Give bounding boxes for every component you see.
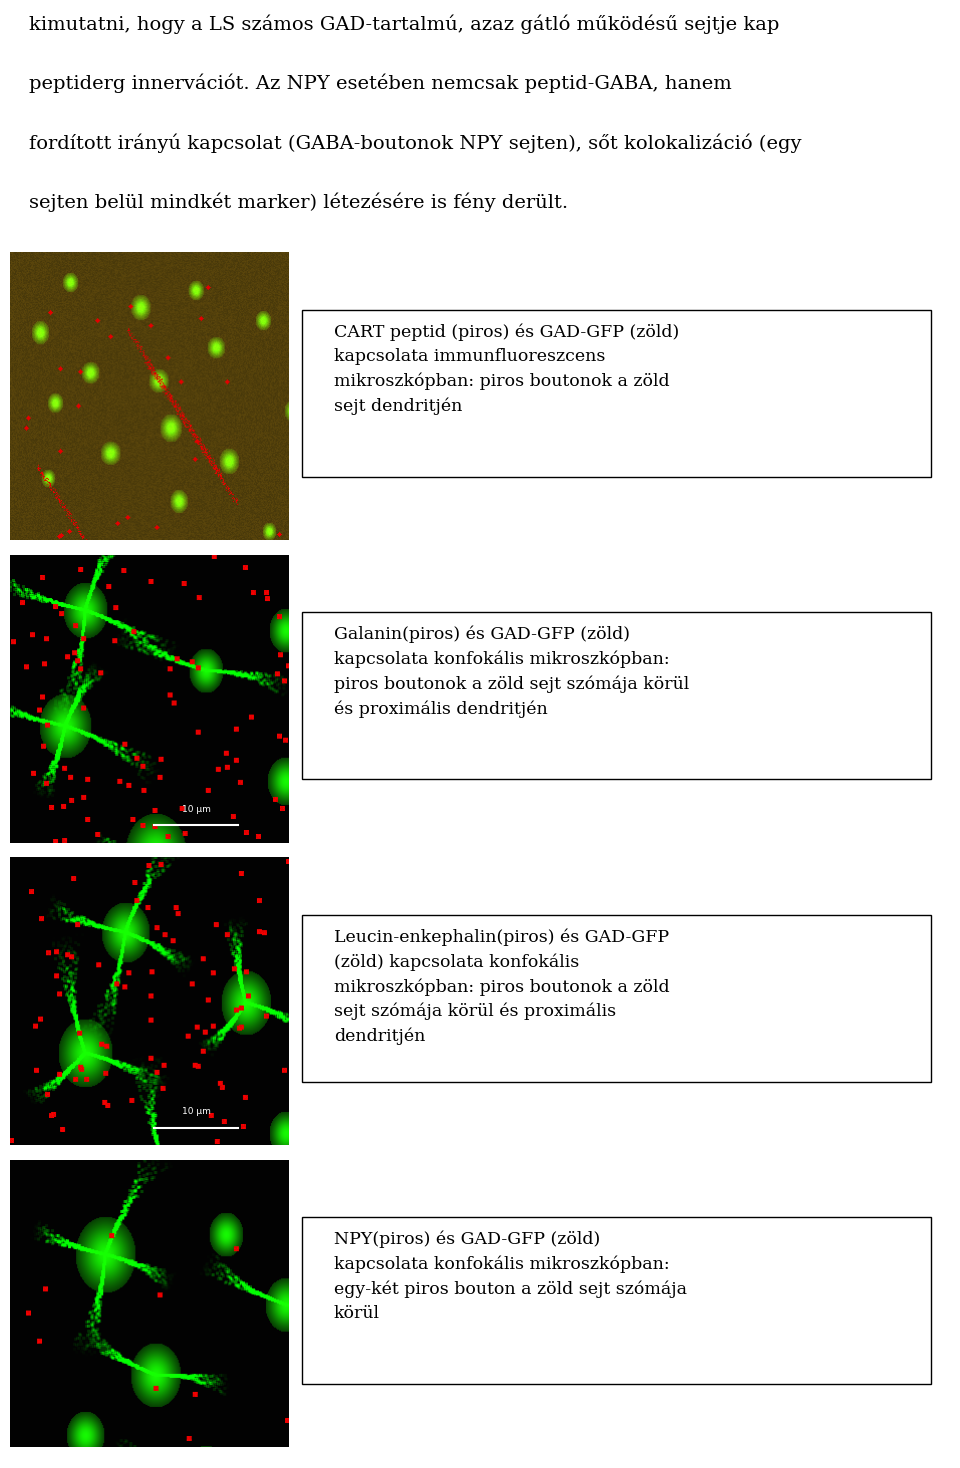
- FancyBboxPatch shape: [302, 1217, 931, 1384]
- Text: 10 μm: 10 μm: [181, 804, 210, 813]
- FancyBboxPatch shape: [302, 915, 931, 1082]
- Text: NPY(piros) és GAD-GFP (zöld)
kapcsolata konfokális mikroszkópban:
egy-két piros : NPY(piros) és GAD-GFP (zöld) kapcsolata …: [334, 1230, 686, 1323]
- FancyBboxPatch shape: [302, 612, 931, 780]
- Text: Leucin-enkephalin(piros) és GAD-GFP
(zöld) kapcsolata konfokális
mikroszkópban: : Leucin-enkephalin(piros) és GAD-GFP (zöl…: [334, 928, 669, 1045]
- Text: fordított irányú kapcsolat (GABA-boutonok NPY sejten), sőt kolokalizáció (egy: fordított irányú kapcsolat (GABA-boutono…: [29, 134, 802, 153]
- FancyBboxPatch shape: [302, 310, 931, 477]
- Text: peptiderg innervációt. Az NPY esetében nemcsak peptid-GABA, hanem: peptiderg innervációt. Az NPY esetében n…: [29, 73, 732, 94]
- Text: kimutatni, hogy a LS számos GAD-tartalmú, azaz gátló működésű sejtje kap: kimutatni, hogy a LS számos GAD-tartalmú…: [29, 15, 780, 34]
- Text: sejten belül mindkét marker) létezésére is fény derült.: sejten belül mindkét marker) létezésére …: [29, 192, 568, 211]
- Text: CART peptid (piros) és GAD-GFP (zöld)
kapcsolata immunfluoreszcens
mikroszkópban: CART peptid (piros) és GAD-GFP (zöld) ka…: [334, 323, 679, 415]
- Text: 10 μm: 10 μm: [181, 1107, 210, 1116]
- Text: Galanin(piros) és GAD-GFP (zöld)
kapcsolata konfokális mikroszkópban:
piros bout: Galanin(piros) és GAD-GFP (zöld) kapcsol…: [334, 625, 689, 718]
